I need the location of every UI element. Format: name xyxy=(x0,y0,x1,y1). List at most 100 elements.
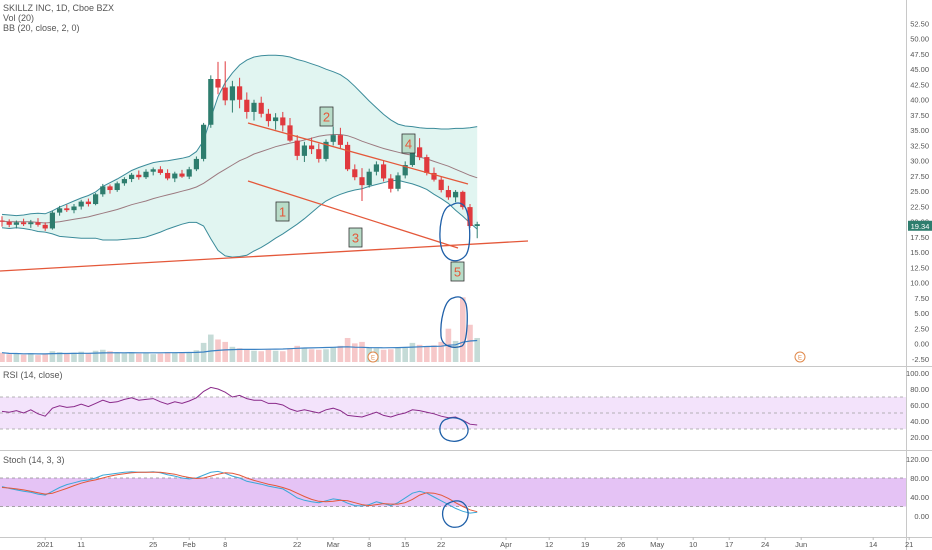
rsi-pane[interactable] xyxy=(0,386,906,430)
time-tick-label: 11 xyxy=(77,540,85,549)
candle-body[interactable] xyxy=(431,172,437,180)
candle-body[interactable] xyxy=(64,208,70,211)
candle-body[interactable] xyxy=(417,147,423,158)
candle-body[interactable] xyxy=(323,141,329,159)
candle-body[interactable] xyxy=(208,79,214,125)
earnings-marker-icon[interactable] xyxy=(794,351,806,363)
candle-body[interactable] xyxy=(445,190,451,198)
candle-body[interactable] xyxy=(345,144,351,170)
candle-body[interactable] xyxy=(157,169,163,173)
stoch-tick-label: 0.00 xyxy=(914,512,929,521)
candle-body[interactable] xyxy=(258,102,264,114)
candle-body[interactable] xyxy=(309,145,315,150)
volume-bar xyxy=(143,353,149,362)
candle-body[interactable] xyxy=(402,165,408,176)
candle-body[interactable] xyxy=(100,186,106,195)
stoch-pane[interactable] xyxy=(0,470,906,514)
bb-legend[interactable]: BB (20, close, 2, 0) xyxy=(3,23,80,33)
rsi-circle-annotation xyxy=(439,417,469,442)
price-tick-label: 0.00 xyxy=(914,340,929,349)
candle-body[interactable] xyxy=(57,208,63,213)
candle-body[interactable] xyxy=(35,222,41,225)
volume-legend[interactable]: Vol (20) xyxy=(3,13,35,23)
candle-body[interactable] xyxy=(251,102,257,112)
candle-body[interactable] xyxy=(93,194,99,205)
candle-body[interactable] xyxy=(366,171,372,186)
candle-body[interactable] xyxy=(121,179,127,184)
candle-body[interactable] xyxy=(467,207,473,227)
candle-body[interactable] xyxy=(359,177,365,186)
candle-body[interactable] xyxy=(409,147,415,166)
volume-bar xyxy=(431,345,437,362)
candle-body[interactable] xyxy=(172,173,178,179)
candle-body[interactable] xyxy=(337,135,343,145)
wave-label-box xyxy=(348,227,363,248)
candle-body[interactable] xyxy=(301,145,307,156)
candle-body[interactable] xyxy=(143,171,149,178)
candle-body[interactable] xyxy=(85,201,91,205)
candle-body[interactable] xyxy=(114,183,120,191)
volume-bar xyxy=(380,349,387,362)
price-pane[interactable] xyxy=(0,54,480,362)
earnings-marker-glyph: E xyxy=(798,356,802,362)
candle-body[interactable] xyxy=(107,186,113,191)
candle-body[interactable] xyxy=(71,206,77,211)
candle-body[interactable] xyxy=(395,175,401,189)
candle-body[interactable] xyxy=(6,221,12,225)
candle-body[interactable] xyxy=(316,149,322,159)
candle-body[interactable] xyxy=(13,222,19,225)
volume-bar xyxy=(402,347,408,362)
candle-body[interactable] xyxy=(150,169,156,172)
support-trendline xyxy=(0,240,529,272)
candle-body[interactable] xyxy=(179,173,185,177)
price-tick-label: -2.50 xyxy=(912,355,929,364)
volume-bar xyxy=(0,352,5,362)
volume-bar xyxy=(467,324,473,362)
candle-body[interactable] xyxy=(28,222,34,225)
candle-body[interactable] xyxy=(352,169,358,178)
candle-body[interactable] xyxy=(0,220,5,222)
candle-body[interactable] xyxy=(453,191,459,198)
earnings-marker-icon[interactable] xyxy=(367,351,379,363)
candle-body[interactable] xyxy=(215,79,221,88)
candle-body[interactable] xyxy=(222,87,228,101)
candle-body[interactable] xyxy=(244,99,250,112)
candle-body[interactable] xyxy=(165,172,171,179)
candle-body[interactable] xyxy=(280,117,286,126)
candle-body[interactable] xyxy=(237,86,243,100)
rsi-tick-label: 80.00 xyxy=(910,385,929,394)
volume-bar xyxy=(85,353,92,362)
candle-body[interactable] xyxy=(186,169,192,177)
symbol-legend[interactable]: SKILLZ INC, 1D, Cboe BZX xyxy=(3,3,115,13)
candle-body[interactable] xyxy=(273,117,279,122)
candle-body[interactable] xyxy=(78,201,84,207)
rsi-legend-label[interactable]: RSI (14, close) xyxy=(3,370,63,380)
candle-body[interactable] xyxy=(438,179,444,191)
candle-body[interactable] xyxy=(193,158,199,170)
candle-body[interactable] xyxy=(388,178,394,189)
volume-bar xyxy=(287,348,293,362)
candle-body[interactable] xyxy=(424,157,430,173)
candle-body[interactable] xyxy=(460,191,466,208)
candle-body[interactable] xyxy=(294,140,300,156)
candle-body[interactable] xyxy=(42,224,48,229)
candle-body[interactable] xyxy=(229,86,235,101)
wave-label-box xyxy=(450,261,465,282)
candle-body[interactable] xyxy=(330,135,336,142)
candle-body[interactable] xyxy=(201,124,207,159)
volume-bar xyxy=(49,351,56,362)
candle-body[interactable] xyxy=(265,113,271,122)
candle-body[interactable] xyxy=(136,174,142,178)
candle-body[interactable] xyxy=(49,212,55,229)
candle-body[interactable] xyxy=(381,164,387,179)
price-tick-label: 35.00 xyxy=(910,126,929,135)
candle-body[interactable] xyxy=(287,125,293,141)
candle-body[interactable] xyxy=(129,174,135,180)
price-tick-label: 25.00 xyxy=(910,187,929,196)
candle-body[interactable] xyxy=(373,164,379,172)
candle-body[interactable] xyxy=(474,224,480,227)
candle-body[interactable] xyxy=(21,222,27,225)
stoch-legend-label[interactable]: Stoch (14, 3, 3) xyxy=(3,455,65,465)
